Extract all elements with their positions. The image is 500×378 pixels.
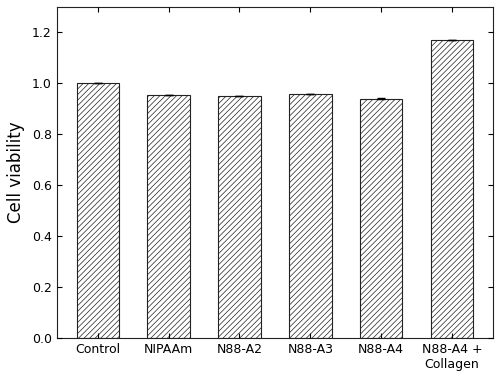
Bar [76, 84, 119, 338]
Bar [218, 96, 260, 338]
Bar [289, 94, 332, 338]
Bar [430, 40, 473, 338]
Bar [360, 99, 403, 338]
Y-axis label: Cell viability: Cell viability [7, 122, 25, 223]
Bar [148, 95, 190, 338]
